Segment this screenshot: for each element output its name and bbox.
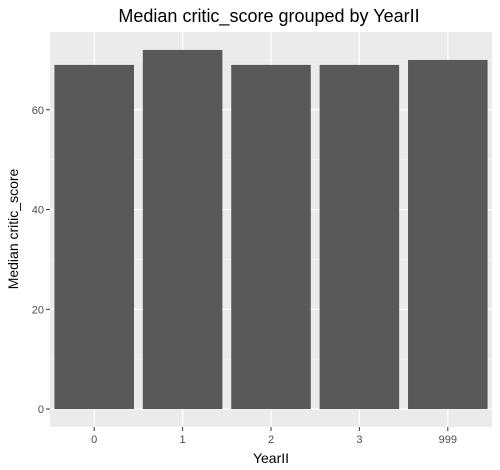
bar-1 <box>142 49 223 410</box>
y-tick-label: 60 <box>32 105 44 117</box>
bar-3 <box>319 64 400 410</box>
bar-2 <box>231 64 311 410</box>
y-axis: 0 20 40 60 <box>32 105 50 416</box>
x-tick-label: 3 <box>356 434 362 446</box>
x-axis: 0 1 2 3 999 <box>91 427 457 446</box>
y-tick-label: 0 <box>38 404 44 416</box>
x-tick-label: 2 <box>268 434 274 446</box>
x-tick-label: 0 <box>91 434 97 446</box>
x-tick-label: 999 <box>439 434 457 446</box>
bar-0 <box>54 64 134 410</box>
x-axis-title: YearII <box>253 450 289 466</box>
bar-999 <box>408 59 488 410</box>
x-tick-label: 1 <box>180 434 186 446</box>
chart-title: Median critic_score grouped by YearII <box>118 6 419 27</box>
y-tick-label: 20 <box>32 304 44 316</box>
y-tick-label: 40 <box>32 205 44 217</box>
bars <box>54 49 488 410</box>
y-axis-title: Median critic_score <box>5 168 21 289</box>
